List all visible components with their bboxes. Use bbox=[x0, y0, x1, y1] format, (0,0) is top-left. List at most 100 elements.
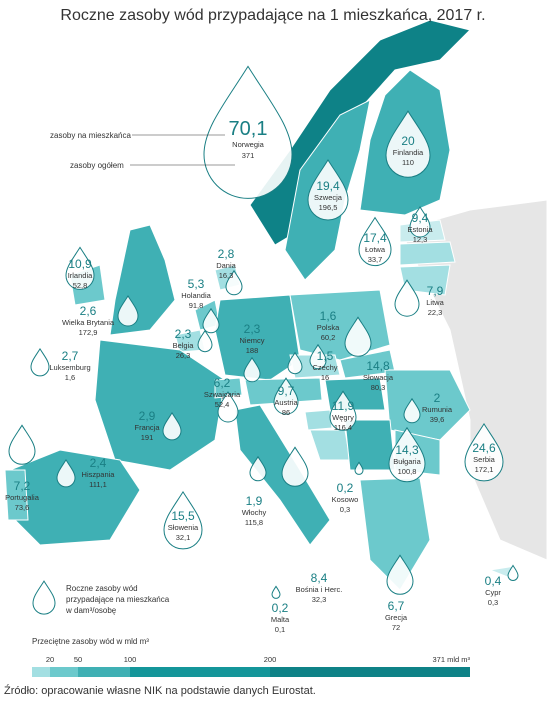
scale-title: Przeciętne zasoby wód w mld m³ bbox=[32, 637, 149, 646]
drop bbox=[31, 349, 49, 376]
per-capita: 7,9 bbox=[427, 284, 444, 298]
total: 115,8 bbox=[245, 518, 263, 527]
drop bbox=[404, 399, 420, 423]
drop bbox=[218, 392, 238, 422]
country-name: Malta bbox=[271, 615, 290, 624]
per-capita: 15,5 bbox=[171, 509, 195, 523]
total: 12,3 bbox=[413, 235, 428, 244]
drop bbox=[310, 345, 326, 369]
scale-band bbox=[270, 667, 470, 677]
per-capita: 1,9 bbox=[246, 494, 263, 508]
per-capita: 0,4 bbox=[485, 574, 502, 588]
per-capita: 11,9 bbox=[332, 399, 355, 413]
country-name: Austria bbox=[274, 398, 298, 407]
total: 32,3 bbox=[312, 595, 327, 604]
total: 22,3 bbox=[428, 308, 443, 317]
per-capita: 2,6 bbox=[80, 304, 97, 318]
scale-label: 100 bbox=[124, 655, 137, 664]
scale-band bbox=[78, 667, 130, 677]
country-name: Francja bbox=[134, 423, 160, 432]
country-name: Kosowo bbox=[332, 495, 359, 504]
country-name: Niemcy bbox=[239, 336, 264, 345]
per-capita: 1,6 bbox=[320, 309, 337, 323]
total: 371 bbox=[242, 151, 255, 160]
per-capita: 0,2 bbox=[272, 601, 289, 615]
total: 60,2 bbox=[321, 333, 336, 342]
per-capita: 24,6 bbox=[472, 441, 496, 455]
total: 188 bbox=[246, 346, 259, 355]
total: 86 bbox=[282, 408, 290, 417]
title: Roczne zasoby wód przypadające na 1 mies… bbox=[60, 7, 485, 24]
legend-text: przypadające na mieszkańca bbox=[66, 595, 170, 604]
country-name: Norwegia bbox=[232, 140, 265, 149]
color-scale: 20 50 100 200 371 mld m³ bbox=[32, 655, 470, 677]
country-name: Węgry bbox=[332, 413, 354, 422]
country-name: Finlandia bbox=[393, 148, 424, 157]
per-capita: 17,4 bbox=[363, 231, 387, 245]
country-name: Rumunia bbox=[422, 405, 453, 414]
per-capita: 9,4 bbox=[412, 211, 429, 225]
scale-label: 200 bbox=[264, 655, 277, 664]
scale-band bbox=[130, 667, 270, 677]
per-capita: 6,2 bbox=[214, 376, 231, 390]
total: 172,1 bbox=[475, 465, 494, 474]
total: 191 bbox=[141, 433, 154, 442]
total: 39,6 bbox=[430, 415, 445, 424]
drop bbox=[250, 457, 266, 481]
per-capita: 5,3 bbox=[188, 277, 205, 291]
drop bbox=[66, 247, 94, 289]
country-name: Irlandia bbox=[68, 271, 93, 280]
total: 0,3 bbox=[488, 598, 498, 607]
country-name: Luksemburg bbox=[49, 363, 90, 372]
drop bbox=[272, 586, 280, 598]
total: 1,6 bbox=[65, 373, 75, 382]
per-capita: 7,2 bbox=[14, 479, 31, 493]
country-name: Litwa bbox=[426, 298, 444, 307]
country-name: Czechy bbox=[312, 363, 337, 372]
per-capita: 0,2 bbox=[337, 481, 354, 495]
drop bbox=[226, 271, 242, 295]
scale-label: 50 bbox=[74, 655, 82, 664]
country-name: Cypr bbox=[485, 588, 501, 597]
total: 52,8 bbox=[73, 281, 88, 290]
drop bbox=[465, 424, 503, 481]
drop bbox=[198, 331, 212, 352]
country-name: Szwecja bbox=[314, 193, 343, 202]
drop bbox=[9, 425, 35, 464]
per-capita: 20 bbox=[401, 134, 415, 148]
drop bbox=[57, 460, 75, 487]
total: 100,8 bbox=[398, 467, 417, 476]
drop bbox=[282, 447, 308, 486]
drop bbox=[410, 207, 430, 237]
per-capita: 70,1 bbox=[229, 118, 268, 140]
drop bbox=[355, 462, 363, 474]
per-capita: 9,7 bbox=[278, 384, 295, 398]
scale-band bbox=[50, 667, 78, 677]
country-name: Słowacja bbox=[363, 373, 394, 382]
total: 0,3 bbox=[340, 505, 350, 514]
total: 26,3 bbox=[176, 351, 191, 360]
scale-label: 20 bbox=[46, 655, 54, 664]
country-name: Portugalia bbox=[5, 493, 40, 502]
per-capita: 2,4 bbox=[90, 456, 107, 470]
per-capita: 2 bbox=[434, 391, 441, 405]
per-capita: 2,3 bbox=[175, 327, 192, 341]
country-name: Grecja bbox=[385, 613, 408, 622]
drop bbox=[274, 378, 298, 414]
total: 111,1 bbox=[89, 480, 107, 489]
total: 73,6 bbox=[15, 503, 30, 512]
country-name: Szwajcaria bbox=[204, 390, 241, 399]
drop bbox=[288, 353, 302, 374]
country-name: Belgia bbox=[173, 341, 195, 350]
total: 16 bbox=[321, 373, 329, 382]
total: 32,1 bbox=[176, 533, 191, 542]
drop bbox=[359, 218, 391, 266]
per-capita: 8,4 bbox=[311, 571, 328, 585]
per-capita: 14,3 bbox=[395, 443, 419, 457]
per-capita: 2,7 bbox=[62, 349, 79, 363]
country-name: Hiszpania bbox=[82, 470, 116, 479]
drop bbox=[395, 280, 419, 316]
per-capita: 14,8 bbox=[366, 359, 390, 373]
country-name: Słowenia bbox=[168, 523, 199, 532]
